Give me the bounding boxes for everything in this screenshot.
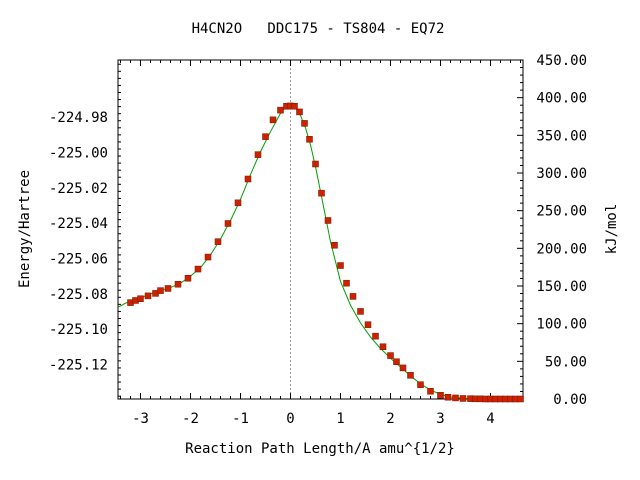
data-point xyxy=(312,160,319,168)
data-point xyxy=(427,387,434,395)
data-point xyxy=(324,217,332,224)
y2-tick-label: 50.00 xyxy=(545,354,587,370)
y2-tick-label: 450.00 xyxy=(536,53,587,69)
data-point xyxy=(204,253,212,261)
x-tick-label: 3 xyxy=(436,411,444,427)
y-tick-label: -224.98 xyxy=(49,110,108,126)
data-point xyxy=(306,136,313,143)
data-point xyxy=(184,274,192,282)
data-point xyxy=(164,285,172,292)
y2-tick-label: 200.00 xyxy=(536,241,587,257)
energy-curve-series xyxy=(117,105,521,400)
x-tick-label: 1 xyxy=(336,411,344,427)
y-tick-label: -225.12 xyxy=(49,357,108,373)
data-point xyxy=(387,352,394,359)
data-point xyxy=(296,108,303,116)
data-point xyxy=(194,265,202,273)
data-point xyxy=(379,343,387,350)
data-point xyxy=(357,308,364,315)
y-axis-label: Energy/Hartree xyxy=(17,170,33,288)
y2-tick-label: 0.00 xyxy=(553,392,587,408)
y2-tick-label: 150.00 xyxy=(536,279,587,295)
data-point xyxy=(318,189,325,197)
y-tick-label: -225.08 xyxy=(49,287,108,303)
data-point xyxy=(417,381,424,388)
y-tick-label: -225.06 xyxy=(49,251,108,267)
data-point xyxy=(144,292,152,300)
data-point xyxy=(244,175,252,183)
x-tick-label: -2 xyxy=(182,411,199,427)
data-point xyxy=(517,395,524,403)
data-point xyxy=(331,241,338,249)
data-point xyxy=(452,394,459,402)
chart-title: H4CN2O DDC175 - TS804 - EQ72 xyxy=(192,21,445,37)
plot-frame xyxy=(117,59,524,400)
y2-tick-label: 300.00 xyxy=(536,166,587,182)
data-point xyxy=(459,395,467,402)
data-point xyxy=(224,220,232,227)
y2-tick-label: 400.00 xyxy=(536,91,587,107)
plot-area: -3 -2 -1 0 1 2 3 4 -224.98 -225.00 -225.02 -225.04 -… xyxy=(49,53,587,427)
data-point xyxy=(254,151,262,158)
data-point xyxy=(337,262,344,269)
data-point xyxy=(301,120,308,127)
data-point xyxy=(137,295,144,302)
y2-axis-label: kJ/mol xyxy=(604,204,620,255)
data-point xyxy=(269,116,277,124)
y-tick-label: -225.10 xyxy=(49,322,108,338)
data-point xyxy=(407,372,414,379)
data-point xyxy=(277,106,284,114)
y-tick-label: -225.00 xyxy=(49,146,108,162)
data-point xyxy=(444,393,452,401)
x-axis-label: Reaction Path Length/A amu^{1/2} xyxy=(185,441,455,457)
x-tick-label: 2 xyxy=(386,411,394,427)
data-point xyxy=(372,332,379,340)
y-tick-label: -225.04 xyxy=(49,216,108,232)
data-point xyxy=(234,199,242,207)
y2-tick-label: 350.00 xyxy=(536,128,587,144)
x-tick-label: 4 xyxy=(486,411,494,427)
data-point xyxy=(399,364,407,372)
y2-tick-label: 250.00 xyxy=(536,204,587,220)
data-point xyxy=(262,133,269,140)
data-point xyxy=(393,358,400,365)
data-point xyxy=(349,293,357,300)
data-point xyxy=(343,279,350,287)
data-point xyxy=(364,321,372,328)
y2-tick-label: 100.00 xyxy=(536,317,587,333)
data-point xyxy=(214,238,222,245)
x-tick-label: -1 xyxy=(232,411,249,427)
x-tick-label: 0 xyxy=(286,411,294,427)
data-point xyxy=(174,280,182,288)
data-point xyxy=(437,392,444,399)
data-point xyxy=(291,103,298,110)
data-point xyxy=(157,287,164,294)
y-tick-label: -225.02 xyxy=(49,181,108,197)
x-tick-label: -3 xyxy=(132,411,149,427)
